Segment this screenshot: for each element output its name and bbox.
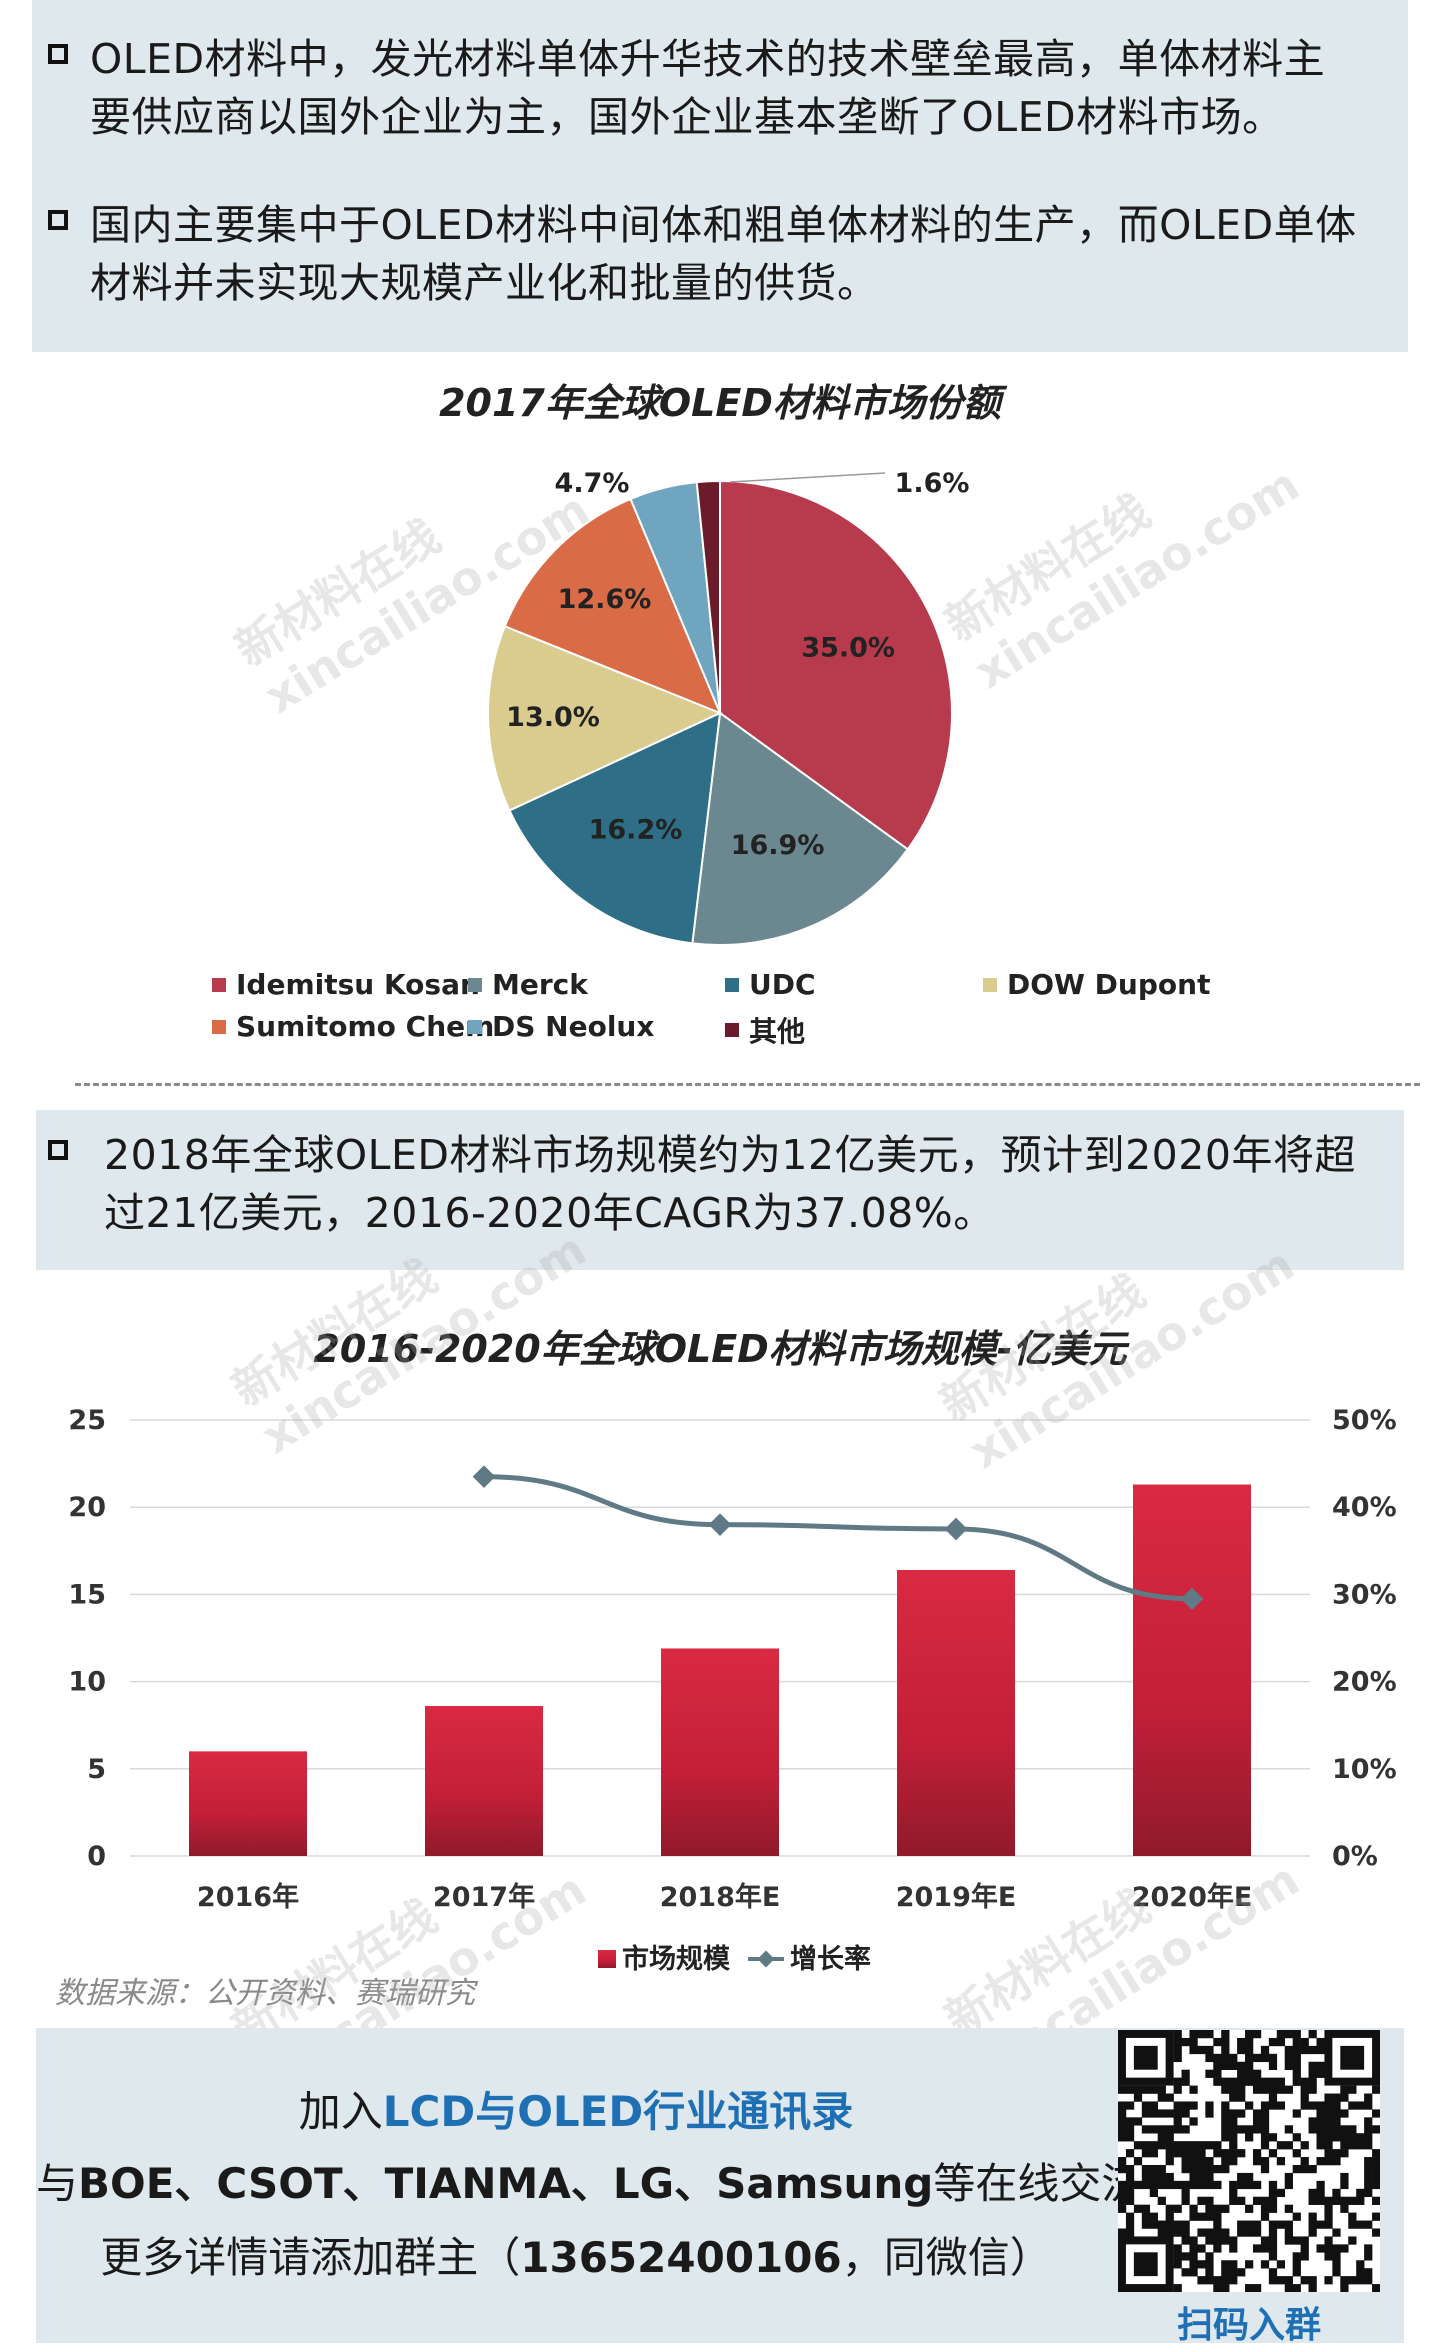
legend-item: UDC (725, 968, 816, 1001)
y-right-tick-label: 40% (1332, 1492, 1397, 1523)
footer-line-2: 与BOE、CSOT、TIANMA、LG、Samsung等在线交流 (36, 2159, 1144, 2208)
legend-swatch-line-marker (757, 1950, 775, 1968)
checkbox-square-icon (48, 44, 68, 64)
legend-label: DOW Dupont (1007, 968, 1211, 1001)
legend-label: UDC (749, 968, 816, 1001)
y-left-tick-label: 20 (68, 1492, 106, 1523)
bar-market-size (897, 1569, 1015, 1856)
pie-slice-sumitomo-chem (503, 497, 722, 715)
legend-label: DS Neolux (492, 1010, 655, 1043)
line-growth-rate (483, 1474, 1193, 1602)
pie-data-label: 13.0% (506, 702, 600, 733)
legend-item: DOW Dupont (983, 968, 1210, 1001)
bar-market-size (425, 1706, 543, 1856)
intro-bullet-1: OLED材料中，发光材料单体升华技术的技术壁垒最高，单体材料主 要供应商以国外企… (48, 30, 1408, 146)
market-size-line-1: 2018年全球OLED材料市场规模约为12亿美元，预计到2020年将超 (104, 1131, 1356, 1179)
line-point-growth-rate (708, 1513, 732, 1536)
legend-item: Merck (468, 968, 588, 1001)
y-left-tick-label: 5 (87, 1754, 106, 1785)
market-size-panel (36, 1110, 1404, 1270)
bar-market-size (661, 1648, 779, 1856)
legend-item: DS Neolux (468, 1010, 654, 1043)
intro-bullet-1-line-2: 要供应商以国外企业为主，国外企业基本垄断了OLED材料市场。 (90, 93, 1284, 141)
legend-label-bar: 市场规模 (622, 1943, 730, 1975)
legend-swatch (725, 977, 739, 992)
bar-chart: 0 5 10 15 20 25 0% 10% 20% 30% 40% 50% 2016年 2017年 201… (68, 1405, 1397, 1975)
pie-leader-line (729, 472, 886, 483)
intro-bullet-1-line-1: OLED材料中，发光材料单体升华技术的技术壁垒最高，单体材料主 (90, 35, 1326, 83)
x-tick-label: 2020年E (1132, 1881, 1253, 1913)
pie-data-label: 16.9% (731, 830, 825, 861)
checkbox-square-icon (48, 1140, 68, 1160)
pie-data-label: 16.2% (589, 814, 683, 845)
bar-chart-title: 2016-2020年全球OLED材料市场规模-亿美元 (313, 1327, 1127, 1371)
y-left-tick-label: 0 (87, 1841, 106, 1872)
legend-swatch (725, 1023, 739, 1037)
x-tick-label: 2017年 (433, 1881, 535, 1913)
intro-bullet-2: 国内主要集中于OLED材料中间体和粗单体材料的生产，而OLED单体 材料并未实现… (48, 196, 1418, 312)
legend-label: Merck (492, 968, 588, 1001)
pie-slice-idemitsu-kosan (719, 479, 953, 851)
legend-swatch (212, 1019, 226, 1034)
line-point-growth-rate (472, 1465, 496, 1488)
legend-item: 其他 (725, 1010, 805, 1050)
footer-line-1: 加入LCD与OLED行业通讯录 (298, 2087, 854, 2136)
legend-label: 其他 (749, 1015, 806, 1048)
x-tick-label: 2016年 (197, 1881, 299, 1913)
pie-chart: 35.0% 16.9% 16.2% 13.0% 12.6% 4.7% 1.6% (487, 468, 970, 946)
pie-slice-udc (508, 711, 722, 945)
legend-swatch-bar (598, 1950, 616, 1968)
data-source: 数据来源：公开资料、赛瑞研究 (55, 1976, 475, 2011)
qr-code-icon[interactable] (1118, 2030, 1380, 2292)
legend-label-line: 增长率 (790, 1943, 871, 1975)
y-right-tick-label: 10% (1332, 1754, 1397, 1785)
y-left-tick-label: 10 (68, 1667, 106, 1698)
pie-data-label: 1.6% (895, 468, 970, 499)
y-right-tick-label: 50% (1332, 1405, 1397, 1436)
y-left-tick-label: 25 (68, 1405, 106, 1436)
pie-data-label: 35.0% (801, 633, 895, 664)
footer-line-3: 更多详情请添加群主（13652400106，同微信） (100, 2233, 1052, 2282)
pie-slice-其他 (695, 479, 721, 714)
y-right-tick-label: 30% (1332, 1579, 1397, 1610)
legend-label: Idemitsu Kosan (236, 968, 480, 1001)
legend-item: Idemitsu Kosan (212, 968, 480, 1001)
y-left-tick-label: 15 (68, 1579, 106, 1610)
legend-swatch (983, 977, 997, 992)
x-tick-label: 2018年E (660, 1881, 781, 1913)
footer-highlight: LCD与OLED行业通讯录 (382, 2087, 854, 2136)
legend-swatch (468, 1019, 482, 1034)
pie-data-label: 4.7% (555, 468, 630, 499)
legend-swatch (212, 977, 226, 992)
market-size-bullet: 2018年全球OLED材料市场规模约为12亿美元，预计到2020年将超 过21亿… (48, 1126, 1408, 1242)
y-right-tick-label: 0% (1332, 1841, 1378, 1872)
pie-slice-merck (691, 711, 910, 946)
legend-label: Sumitomo Chem (236, 1010, 495, 1043)
legend-swatch (468, 977, 482, 992)
checkbox-square-icon (48, 210, 68, 230)
line-point-growth-rate (944, 1517, 968, 1541)
section-divider (75, 1083, 1420, 1086)
y-right-tick-label: 20% (1332, 1667, 1397, 1698)
bar-market-size (1133, 1484, 1251, 1856)
pie-slice-dow-dupont (487, 624, 723, 812)
pie-data-label: 12.6% (558, 584, 652, 615)
legend-item: Sumitomo Chem (212, 1010, 494, 1043)
x-tick-label: 2019年E (896, 1881, 1017, 1913)
pie-chart-title: 2017年全球OLED材料市场份额 (439, 381, 1001, 425)
bar-market-size (189, 1751, 307, 1856)
market-size-line-2: 过21亿美元，2016-2020年CAGR为37.08%。 (104, 1189, 995, 1237)
qr-label: 扫码入群 (1176, 2305, 1321, 2346)
intro-bullet-2-line-1: 国内主要集中于OLED材料中间体和粗单体材料的生产，而OLED单体 (90, 201, 1357, 249)
intro-bullet-2-line-2: 材料并未实现大规模产业化和批量的供货。 (90, 259, 879, 307)
intro-panel (32, 0, 1408, 352)
